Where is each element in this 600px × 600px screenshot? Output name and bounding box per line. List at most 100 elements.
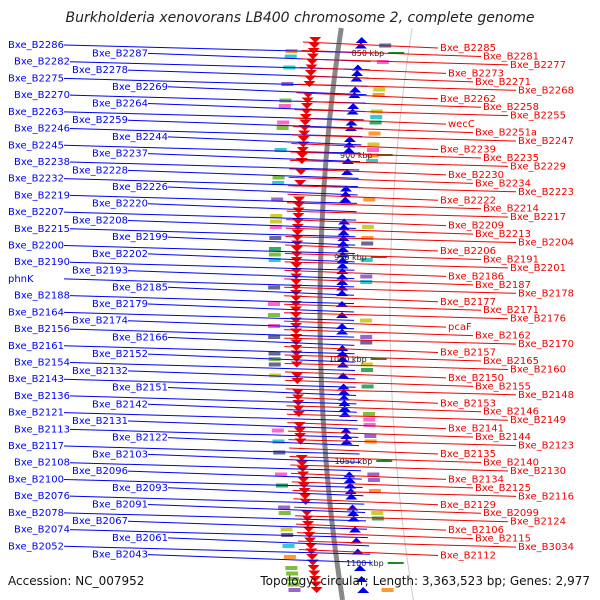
right-gene-label[interactable]: Bxe_B2271: [475, 77, 531, 88]
left-gene-label[interactable]: Bxe_B2219: [14, 190, 70, 201]
left-gene-label[interactable]: Bxe_B2278: [72, 65, 128, 76]
right-gene-label[interactable]: Bxe_B2115: [475, 534, 531, 545]
left-gene-label[interactable]: Bxe_B2263: [8, 107, 64, 118]
right-gene-label[interactable]: Bxe_B2140: [483, 457, 539, 468]
right-gene-label[interactable]: Bxe_B2162: [475, 331, 531, 342]
left-gene-label[interactable]: Bxe_B2286: [8, 40, 64, 51]
left-gene-label[interactable]: Bxe_B2185: [112, 282, 168, 293]
left-gene-label[interactable]: Bxe_B2188: [14, 291, 70, 302]
right-gene-label[interactable]: Bxe_B2247: [518, 136, 574, 147]
left-gene-label[interactable]: Bxe_B2174: [72, 316, 128, 327]
right-gene-label[interactable]: Bxe_B2178: [518, 288, 574, 299]
right-gene-label[interactable]: Bxe_B2251a: [475, 128, 537, 139]
right-gene-label[interactable]: Bxe_B2153: [440, 398, 496, 409]
left-gene-label[interactable]: Bxe_B2061: [112, 533, 168, 544]
left-gene-label[interactable]: Bxe_B2131: [72, 416, 128, 427]
right-gene-label[interactable]: Bxe_B2229: [510, 161, 566, 172]
right-gene-label[interactable]: Bxe_B2281: [483, 51, 539, 62]
right-gene-label[interactable]: Bxe_B2187: [475, 280, 531, 291]
right-gene-label[interactable]: Bxe_B2209: [448, 221, 504, 232]
left-gene-label[interactable]: Bxe_B2228: [72, 165, 128, 176]
right-gene-label[interactable]: Bxe_B2223: [518, 187, 574, 198]
left-gene-label[interactable]: Bxe_B2238: [14, 157, 70, 168]
left-gene-label[interactable]: Bxe_B2245: [8, 140, 64, 151]
right-gene-label[interactable]: Bxe_B2214: [483, 204, 539, 215]
left-gene-label[interactable]: Bxe_B2113: [14, 424, 70, 435]
left-gene-label[interactable]: Bxe_B2091: [92, 500, 148, 511]
left-gene-label[interactable]: Bxe_B2117: [8, 441, 64, 452]
left-gene-label[interactable]: Bxe_B2244: [112, 132, 168, 143]
left-gene-label[interactable]: Bxe_B2132: [72, 366, 128, 377]
right-gene-label[interactable]: Bxe_B2148: [518, 390, 574, 401]
left-gene-label[interactable]: Bxe_B2264: [92, 98, 148, 109]
left-gene-label[interactable]: Bxe_B2275: [8, 73, 64, 84]
right-gene-label[interactable]: Bxe_B2206: [440, 246, 496, 257]
right-gene-label[interactable]: Bxe_B2230: [448, 170, 504, 181]
right-gene-label[interactable]: Bxe_B2262: [440, 94, 496, 105]
left-gene-label[interactable]: Bxe_B2052: [8, 541, 64, 552]
left-gene-label[interactable]: Bxe_B2193: [72, 266, 128, 277]
left-gene-label[interactable]: Bxe_B2226: [112, 182, 168, 193]
left-gene-label[interactable]: Bxe_B2103: [92, 449, 148, 460]
right-gene-label[interactable]: Bxe_B2106: [448, 525, 504, 536]
right-gene-label[interactable]: Bxe_B2135: [440, 449, 496, 460]
right-gene-label[interactable]: Bxe_B2234: [475, 178, 531, 189]
left-gene-label[interactable]: Bxe_B2166: [112, 332, 168, 343]
left-gene-label[interactable]: Bxe_B2207: [8, 207, 64, 218]
right-gene-label[interactable]: Bxe_B2123: [518, 441, 574, 452]
right-gene-label[interactable]: Bxe_B2176: [510, 314, 566, 325]
right-gene-label[interactable]: Bxe_B2213: [475, 229, 531, 240]
right-gene-label[interactable]: Bxe_B2146: [483, 407, 539, 418]
right-gene-label[interactable]: Bxe_B2258: [483, 102, 539, 113]
left-gene-label[interactable]: Bxe_B2232: [8, 174, 64, 185]
left-gene-label[interactable]: Bxe_B2121: [8, 408, 64, 419]
left-gene-label[interactable]: Bxe_B2093: [112, 483, 168, 494]
left-gene-label[interactable]: Bxe_B2154: [14, 357, 70, 368]
left-gene-label[interactable]: Bxe_B2220: [92, 199, 148, 210]
left-gene-label[interactable]: Bxe_B2208: [72, 215, 128, 226]
left-gene-label[interactable]: Bxe_B2100: [8, 474, 64, 485]
left-gene-label[interactable]: Bxe_B2151: [112, 383, 168, 394]
left-gene-label[interactable]: Bxe_B2200: [8, 241, 64, 252]
left-gene-label[interactable]: Bxe_B2215: [14, 224, 70, 235]
right-gene-label[interactable]: Bxe_B2277: [510, 60, 566, 71]
right-gene-label[interactable]: Bxe_B2239: [440, 145, 496, 156]
left-gene-label[interactable]: Bxe_B2246: [14, 124, 70, 135]
left-gene-label[interactable]: Bxe_B2269: [112, 82, 168, 93]
right-gene-label[interactable]: Bxe_B2204: [518, 238, 574, 249]
left-gene-label[interactable]: Bxe_B2143: [8, 374, 64, 385]
right-gene-label[interactable]: Bxe_B2217: [510, 212, 566, 223]
right-gene-label[interactable]: Bxe_B3034: [518, 542, 574, 553]
right-gene-label[interactable]: Bxe_B2157: [440, 348, 496, 359]
left-gene-label[interactable]: Bxe_B2152: [92, 349, 148, 360]
right-gene-label[interactable]: wecC: [448, 119, 475, 130]
left-gene-label[interactable]: Bxe_B2202: [92, 249, 148, 260]
left-gene-label[interactable]: Bxe_B2096: [72, 466, 128, 477]
right-gene-label[interactable]: Bxe_B2149: [510, 415, 566, 426]
right-gene-label[interactable]: Bxe_B2134: [448, 474, 504, 485]
left-gene-label[interactable]: Bxe_B2282: [14, 57, 70, 68]
right-gene-label[interactable]: Bxe_B2130: [510, 466, 566, 477]
right-gene-label[interactable]: Bxe_B2177: [440, 297, 496, 308]
left-gene-label[interactable]: Bxe_B2237: [92, 149, 148, 160]
right-gene-label[interactable]: Bxe_B2150: [448, 373, 504, 384]
left-gene-label[interactable]: Bxe_B2108: [14, 458, 70, 469]
right-gene-label[interactable]: Bxe_B2144: [475, 432, 531, 443]
right-gene-label[interactable]: Bxe_B2129: [440, 500, 496, 511]
right-gene-label[interactable]: Bxe_B2235: [483, 153, 539, 164]
left-gene-label[interactable]: Bxe_B2190: [14, 257, 70, 268]
left-gene-label[interactable]: Bxe_B2078: [8, 508, 64, 519]
right-gene-label[interactable]: Bxe_B2165: [483, 356, 539, 367]
right-gene-label[interactable]: Bxe_B2285: [440, 43, 496, 54]
left-gene-label[interactable]: Bxe_B2164: [8, 307, 64, 318]
left-gene-label[interactable]: Bxe_B2270: [14, 90, 70, 101]
left-gene-label[interactable]: Bxe_B2074: [14, 525, 70, 536]
right-gene-label[interactable]: Bxe_B2273: [448, 68, 504, 79]
right-gene-label[interactable]: Bxe_B2124: [510, 517, 566, 528]
right-gene-label[interactable]: Bxe_B2099: [483, 508, 539, 519]
right-gene-label[interactable]: Bxe_B2116: [518, 491, 574, 502]
right-gene-label[interactable]: Bxe_B2201: [510, 263, 566, 274]
left-gene-label[interactable]: Bxe_B2287: [92, 48, 148, 59]
right-gene-label[interactable]: Bxe_B2170: [518, 339, 574, 350]
left-gene-label[interactable]: Bxe_B2161: [8, 341, 64, 352]
